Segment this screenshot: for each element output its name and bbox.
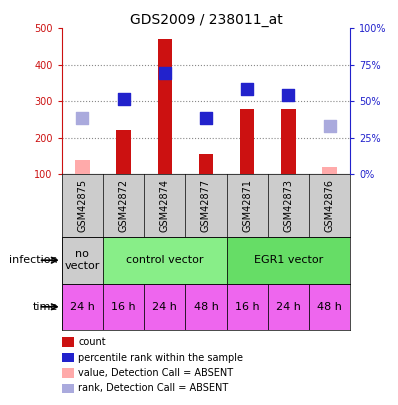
Text: value, Detection Call = ABSENT: value, Detection Call = ABSENT (78, 368, 234, 378)
Point (203, 115, 209, 121)
Text: no
vector: no vector (64, 249, 100, 271)
Text: GSM42874: GSM42874 (160, 179, 170, 232)
Bar (158, 39, 172, 174)
Text: 48 h: 48 h (317, 302, 342, 312)
Text: GSM42871: GSM42871 (242, 179, 252, 232)
Text: GSM42872: GSM42872 (119, 179, 129, 232)
Bar (199, 154, 213, 174)
Bar (268, 284, 309, 330)
Text: GSM42873: GSM42873 (283, 179, 293, 232)
Bar (322, 167, 337, 174)
Point (244, 86, 250, 92)
Text: infection: infection (9, 255, 58, 265)
Text: percentile rank within the sample: percentile rank within the sample (78, 353, 244, 362)
Text: 24 h: 24 h (276, 302, 301, 312)
Text: rank, Detection Call = ABSENT: rank, Detection Call = ABSENT (78, 384, 229, 393)
Text: time: time (33, 302, 58, 312)
Bar (185, 284, 226, 330)
Title: GDS2009 / 238011_at: GDS2009 / 238011_at (130, 13, 282, 27)
Bar (116, 130, 131, 174)
Text: 16 h: 16 h (235, 302, 259, 312)
Text: GSM42876: GSM42876 (325, 179, 335, 232)
Text: GSM42877: GSM42877 (201, 179, 211, 232)
Text: count: count (78, 337, 106, 347)
Bar (62, 284, 103, 330)
Text: 48 h: 48 h (193, 302, 219, 312)
Point (79, 115, 86, 121)
Point (162, 70, 168, 77)
Bar (240, 109, 254, 174)
Bar (281, 109, 296, 174)
Bar (103, 237, 226, 284)
Bar (75, 160, 90, 174)
Point (120, 96, 127, 102)
Bar (62, 237, 103, 284)
Text: 16 h: 16 h (111, 302, 136, 312)
Text: EGR1 vector: EGR1 vector (254, 255, 323, 265)
Text: control vector: control vector (126, 255, 203, 265)
Bar (103, 284, 144, 330)
Bar (226, 284, 268, 330)
Text: GSM42875: GSM42875 (77, 179, 87, 232)
Bar (309, 284, 350, 330)
Bar (144, 284, 185, 330)
Bar (226, 237, 350, 284)
Text: 24 h: 24 h (70, 302, 95, 312)
Text: 24 h: 24 h (152, 302, 177, 312)
Point (285, 92, 292, 98)
Point (326, 123, 333, 129)
